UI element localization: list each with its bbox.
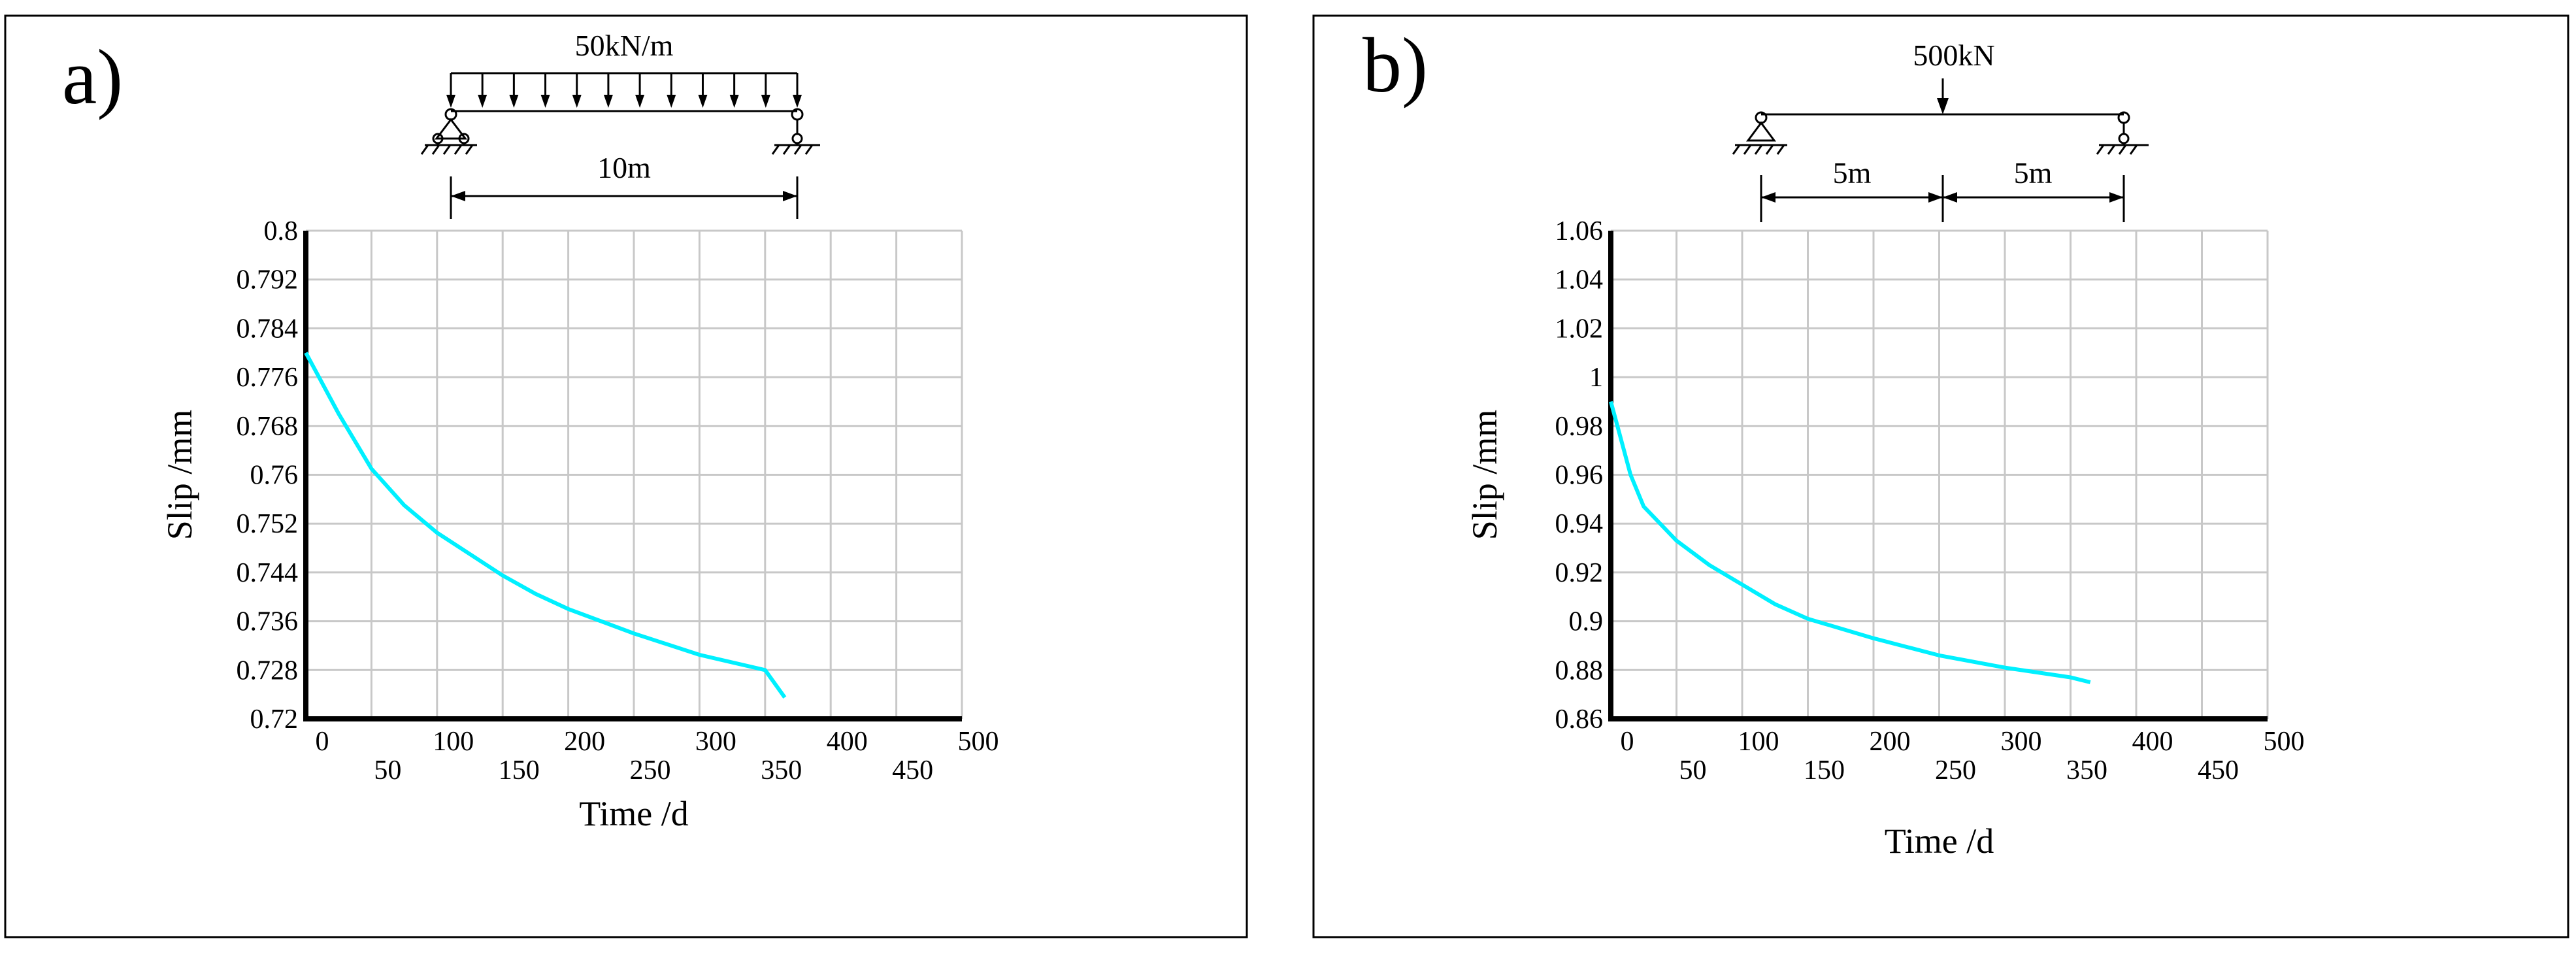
distributed-load-arrows	[446, 73, 802, 108]
y-tick-label: 0.728	[237, 655, 299, 686]
x-tick-label: 450	[892, 755, 933, 786]
x-tick-label: 200	[1870, 727, 1911, 757]
x-axis-label: Time /d	[579, 794, 689, 833]
panel-a-frame	[4, 14, 1248, 938]
dimension-arrow-b2-icon	[1928, 192, 1943, 203]
y-tick-label: 1	[1589, 363, 1603, 393]
x-tick-label: 150	[1804, 755, 1845, 786]
x-tick-label: 150	[499, 755, 540, 786]
panel-b-label: b)	[1362, 22, 1428, 108]
dimension-arrow-b3-icon	[1943, 192, 1957, 203]
grid-lines	[305, 229, 963, 720]
y-tick-label: 0.96	[1555, 461, 1604, 491]
dimension-arrow-b1-icon	[1761, 192, 1775, 203]
y-tick-label: 0.792	[237, 265, 299, 295]
pinned-support-left-icon	[420, 108, 477, 155]
panel-a-label: a)	[62, 33, 123, 120]
y-tick-label: 1.02	[1555, 314, 1604, 344]
load-arrow-icon	[509, 95, 519, 108]
load-arrow-icon	[446, 95, 455, 108]
roller-support-right-icon	[771, 108, 820, 155]
y-tick-label: 0.72	[250, 704, 299, 735]
y-tick-label: 1.04	[1555, 265, 1604, 295]
y-tick-label: 0.9	[1569, 607, 1604, 637]
span-label-a: 10m	[597, 151, 651, 184]
x-tick-label: 450	[2198, 755, 2239, 786]
span-label-b-1: 5m	[1833, 156, 1872, 190]
load-label-a: 50kN/m	[575, 29, 674, 62]
y-tick-label: 0.736	[237, 607, 299, 637]
x-tick-label: 0	[316, 727, 329, 757]
panel-b-frame	[1312, 14, 2569, 938]
y-tick-label: 0.88	[1555, 655, 1604, 686]
y-tick-label: 0.744	[237, 558, 299, 588]
x-tick-label: 50	[374, 755, 401, 786]
x-axis-label: Time /d	[1885, 821, 1994, 861]
span-label-b-2: 5m	[2014, 156, 2053, 190]
y-tick-label: 0.8	[264, 216, 299, 246]
x-tick-label: 350	[2066, 755, 2107, 786]
roller-support-right-b-icon	[2096, 111, 2149, 155]
dimension-arrow-right-icon	[783, 191, 797, 201]
y-tick-label: 0.76	[250, 461, 299, 491]
load-arrow-icon	[478, 95, 487, 108]
point-load-arrow-icon	[1937, 98, 1949, 114]
y-tick-label: 0.784	[237, 314, 299, 344]
series-line-slip	[304, 352, 787, 699]
load-arrow-icon	[635, 95, 645, 108]
x-tick-label: 300	[695, 727, 736, 757]
x-tick-label: 100	[433, 727, 474, 757]
y-tick-label: 0.92	[1555, 558, 1604, 588]
load-arrow-icon	[540, 95, 550, 108]
x-tick-label: 500	[958, 727, 999, 757]
load-arrow-icon	[729, 95, 739, 108]
beam-diagram-a: 50kN/m 10m	[420, 29, 820, 219]
dimension-arrow-b4-icon	[2109, 192, 2124, 203]
y-tick-label: 0.776	[237, 363, 299, 393]
load-arrow-icon	[603, 95, 613, 108]
y-tick-label: 1.06	[1555, 216, 1604, 246]
y-axis-label: Slip /mm	[160, 410, 199, 540]
chart-b: 0.86 0.88 0.9 0.92 0.94 0.96 0.98 1 1.02 1.04 1.06…	[1465, 216, 2305, 861]
x-tick-label: 0	[1621, 727, 1634, 757]
y-axis-label: Slip /mm	[1465, 410, 1504, 540]
y-tick-label: 0.94	[1555, 509, 1604, 539]
y-tick-label: 0.768	[237, 412, 299, 442]
load-label-b: 500kN	[1913, 39, 1994, 72]
y-tick-label: 0.98	[1555, 412, 1604, 442]
x-tick-label: 250	[1935, 755, 1976, 786]
x-tick-label: 400	[2132, 727, 2173, 757]
x-tick-label: 500	[2264, 727, 2305, 757]
load-arrow-icon	[667, 95, 676, 108]
pinned-support-left-b-icon	[1732, 111, 1787, 155]
x-tick-label: 300	[2001, 727, 2042, 757]
load-arrow-icon	[761, 95, 770, 108]
y-tick-label: 0.86	[1555, 704, 1604, 735]
x-tick-label: 200	[564, 727, 605, 757]
x-tick-label: 250	[630, 755, 671, 786]
grid-lines	[1610, 229, 2269, 720]
load-arrow-icon	[793, 95, 802, 108]
x-tick-label: 100	[1738, 727, 1779, 757]
series-line-slip	[1609, 401, 2091, 684]
y-tick-label: 0.752	[237, 509, 299, 539]
dimension-arrow-left-icon	[451, 191, 465, 201]
x-tick-label: 400	[827, 727, 868, 757]
chart-a: 0.72 0.728 0.736 0.744 0.752 0.76 0.768 0.776 0.…	[160, 216, 999, 833]
x-tick-label: 50	[1679, 755, 1707, 786]
load-arrow-icon	[698, 95, 708, 108]
load-arrow-icon	[572, 95, 582, 108]
x-tick-label: 350	[761, 755, 802, 786]
beam-diagram-b: 500kN 5m 5m	[1732, 39, 2149, 222]
